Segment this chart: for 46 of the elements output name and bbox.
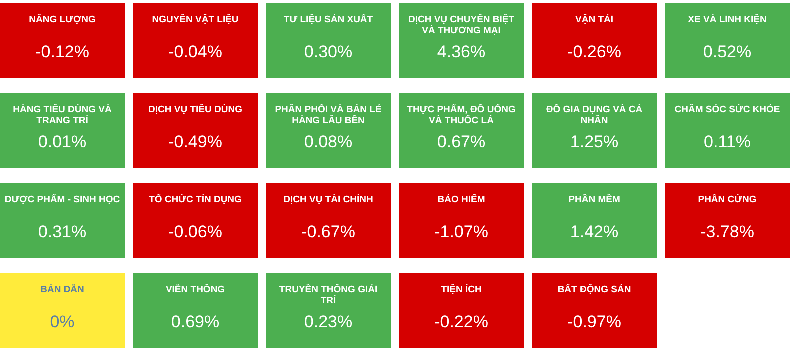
data-label: -0.12%	[36, 42, 90, 62]
category-label: XE VÀ LINH KIỆN	[688, 14, 767, 26]
category-label: CHĂM SÓC SỨC KHỎE	[674, 104, 780, 116]
category-label: TIỆN ÍCH	[441, 284, 482, 296]
category-label: PHẦN CỨNG	[698, 194, 757, 206]
data-label: 0.30%	[304, 42, 353, 62]
category-label: VẬN TẢI	[576, 14, 614, 26]
data-label: 0.23%	[304, 312, 353, 332]
category-label: DỊCH VỤ TÀI CHÍNH	[284, 194, 374, 206]
data-label: -0.06%	[168, 222, 222, 242]
data-label: 0.31%	[38, 222, 87, 242]
data-label: 0.01%	[38, 132, 87, 152]
data-label: -0.97%	[568, 312, 622, 332]
data-label: -0.49%	[168, 132, 222, 152]
category-label: TƯ LIỆU SẢN XUẤT	[284, 14, 374, 26]
data-label: -1.07%	[434, 222, 488, 242]
data-label: -0.22%	[434, 312, 488, 332]
data-label: -3.78%	[700, 222, 754, 242]
data-label: 0%	[50, 312, 75, 332]
category-label: TỔ CHỨC TÍN DỤNG	[149, 194, 242, 206]
data-label: 0.08%	[304, 132, 353, 152]
data-label: 0.67%	[437, 132, 486, 152]
category-label: PHÂN PHỐI VÀ BÁN LẺ HÀNG LÂU BỀN	[275, 104, 382, 127]
data-label: -0.04%	[168, 42, 222, 62]
category-label: TRUYỀN THÔNG GIẢI TRÍ	[279, 284, 378, 307]
category-label: NĂNG LƯỢNG	[29, 14, 96, 26]
data-label: -0.67%	[302, 222, 356, 242]
category-label: NGUYÊN VẬT LIỆU	[152, 14, 239, 26]
data-label: 0.11%	[704, 132, 751, 152]
category-label: DỊCH VỤ CHUYÊN BIỆT VÀ THƯƠNG MẠI	[408, 14, 515, 37]
category-label: DƯỢC PHẨM - SINH HỌC	[4, 194, 120, 206]
category-label: BẢO HIỂM	[438, 194, 486, 206]
category-label: PHẦN MỀM	[568, 194, 620, 206]
category-label: HÀNG TIÊU DÙNG VÀ TRANG TRÍ	[13, 104, 112, 127]
category-label: BẤT ĐỘNG SẢN	[558, 284, 632, 296]
category-label: DỊCH VỤ TIÊU DÙNG	[148, 104, 242, 116]
category-label: ĐỒ GIA DỤNG VÀ CÁ NHÂN	[546, 104, 643, 127]
data-label: 4.36%	[437, 42, 486, 62]
data-label: -0.26%	[568, 42, 622, 62]
data-label: 0.52%	[703, 42, 752, 62]
category-label: BÁN DẪN	[40, 284, 85, 296]
category-label: THỰC PHẨM, ĐỒ UỐNG VÀ THUỐC LÁ	[407, 104, 516, 127]
category-label: VIỄN THÔNG	[166, 284, 226, 296]
data-label: 1.42%	[570, 222, 619, 242]
data-label: 1.25%	[570, 132, 619, 152]
data-label: 0.69%	[171, 312, 220, 332]
